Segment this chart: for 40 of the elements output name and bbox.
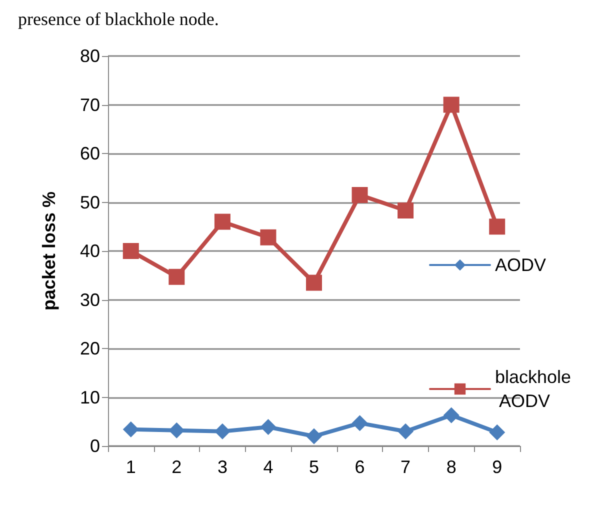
x-tick-label: 7 bbox=[400, 457, 411, 477]
point bbox=[168, 422, 185, 438]
text: presence of blackhole node. bbox=[18, 9, 219, 29]
legend-label: AODV bbox=[495, 255, 546, 275]
y-axis-title: packet loss % bbox=[39, 191, 59, 311]
point bbox=[214, 423, 230, 440]
x-tick-label: 3 bbox=[217, 457, 228, 477]
point bbox=[443, 96, 460, 113]
point bbox=[214, 214, 230, 230]
point bbox=[168, 268, 185, 285]
point bbox=[443, 407, 460, 424]
y-tick-label: 0 bbox=[90, 436, 100, 456]
y-tick-label: 80 bbox=[80, 46, 100, 66]
point bbox=[122, 243, 139, 259]
point bbox=[489, 424, 506, 440]
point bbox=[260, 418, 276, 435]
point bbox=[306, 274, 322, 291]
point bbox=[306, 428, 322, 444]
y-tick-label: 10 bbox=[80, 387, 100, 408]
point bbox=[352, 415, 368, 432]
point bbox=[398, 202, 414, 219]
x-tick-label: 8 bbox=[446, 457, 456, 477]
x-tick-label: 5 bbox=[308, 457, 320, 477]
point bbox=[352, 186, 368, 203]
legend-label: blackhole AODV bbox=[495, 367, 572, 411]
x-tick-label: 2 bbox=[172, 457, 182, 477]
point bbox=[260, 229, 276, 246]
y-tick-label: 50 bbox=[80, 192, 100, 212]
y-tick-label: 40 bbox=[80, 241, 100, 261]
x-tick-label: 9 bbox=[492, 457, 502, 477]
point bbox=[398, 423, 414, 440]
x-tick-label: 6 bbox=[354, 457, 365, 477]
point bbox=[122, 421, 139, 438]
y-tick-label: 20 bbox=[80, 338, 100, 358]
y-tick-label: 60 bbox=[80, 144, 100, 164]
x-tick-label: 4 bbox=[263, 457, 274, 477]
x-tick-label: 1 bbox=[126, 457, 136, 477]
y-tick-label: 30 bbox=[80, 290, 100, 310]
y-tick-label: 70 bbox=[80, 94, 100, 115]
point bbox=[489, 218, 506, 235]
